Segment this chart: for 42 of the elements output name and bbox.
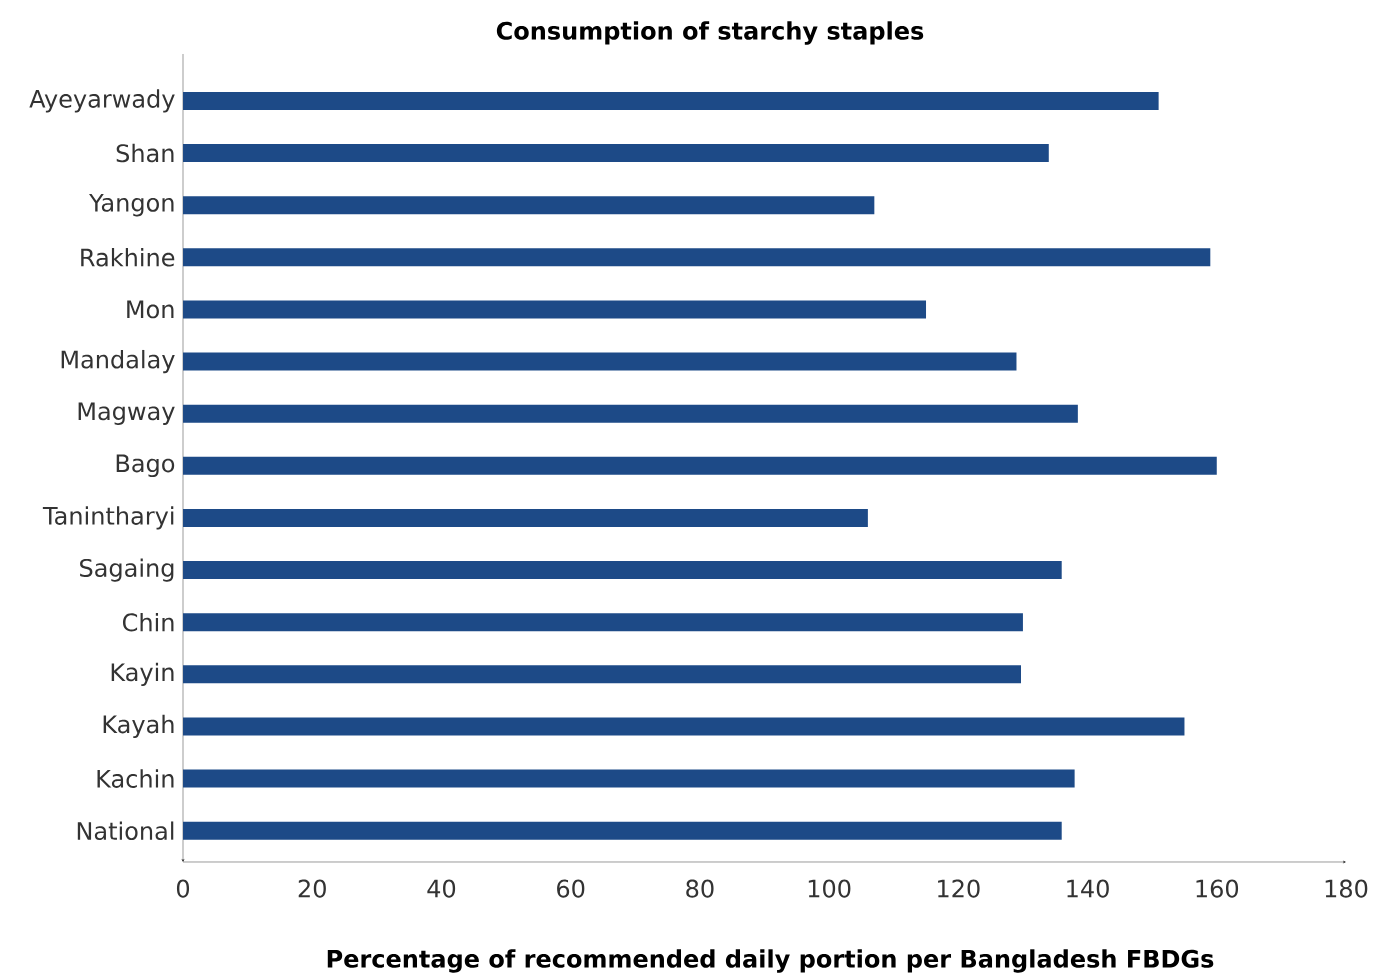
x-tick-label: 60 xyxy=(557,879,585,898)
y-tick-label: Mon xyxy=(127,300,174,319)
x-tick-label: 20 xyxy=(298,879,326,898)
y-tick-label: Mandalay xyxy=(61,349,175,374)
bar xyxy=(183,665,1021,684)
y-tick-label: Kayin xyxy=(111,662,174,686)
x-tick-label: 160 xyxy=(1196,879,1239,898)
bar xyxy=(183,352,1017,371)
y-tick-label: Bago xyxy=(116,454,175,478)
y-tick-label: Kachin xyxy=(97,769,174,788)
y-tick-label: Rakhine xyxy=(81,248,175,267)
bar xyxy=(183,613,1023,632)
y-tick-label: Sagaing xyxy=(80,558,174,582)
x-tick-label: 180 xyxy=(1325,879,1368,898)
bar xyxy=(183,144,1049,163)
x-tick-label: 100 xyxy=(808,879,851,898)
y-tick-label: Ayeyarwady xyxy=(29,89,175,113)
bar xyxy=(183,508,868,527)
y-tick-label: National xyxy=(77,821,174,841)
bar xyxy=(183,561,1062,580)
x-tick-label: 40 xyxy=(427,879,456,898)
y-tick-label: Chin xyxy=(122,612,174,632)
bar xyxy=(183,717,1185,736)
bar xyxy=(183,196,875,215)
bar xyxy=(183,248,1211,267)
y-tick-label: Tanintharyi xyxy=(42,506,174,530)
bar xyxy=(183,404,1078,423)
bar xyxy=(183,300,927,319)
y-tick-label: Yangon xyxy=(89,193,174,217)
bar xyxy=(183,456,1217,475)
y-tick-label: Kayah xyxy=(103,714,174,739)
x-tick-label: 0 xyxy=(176,879,190,898)
bar xyxy=(183,821,1062,840)
x-tick-label: 120 xyxy=(938,879,980,898)
x-axis-title: Percentage of recommended daily portion per Bangladesh FBDGs xyxy=(327,949,1214,973)
x-tick-label: 80 xyxy=(686,879,714,898)
x-tick-label: 140 xyxy=(1067,879,1109,898)
y-tick-label: Shan xyxy=(116,143,174,163)
bar xyxy=(183,91,1159,110)
chart-title: Consumption of starchy staples xyxy=(496,21,924,45)
bar xyxy=(183,769,1075,788)
y-tick-label: Magway xyxy=(78,402,175,425)
